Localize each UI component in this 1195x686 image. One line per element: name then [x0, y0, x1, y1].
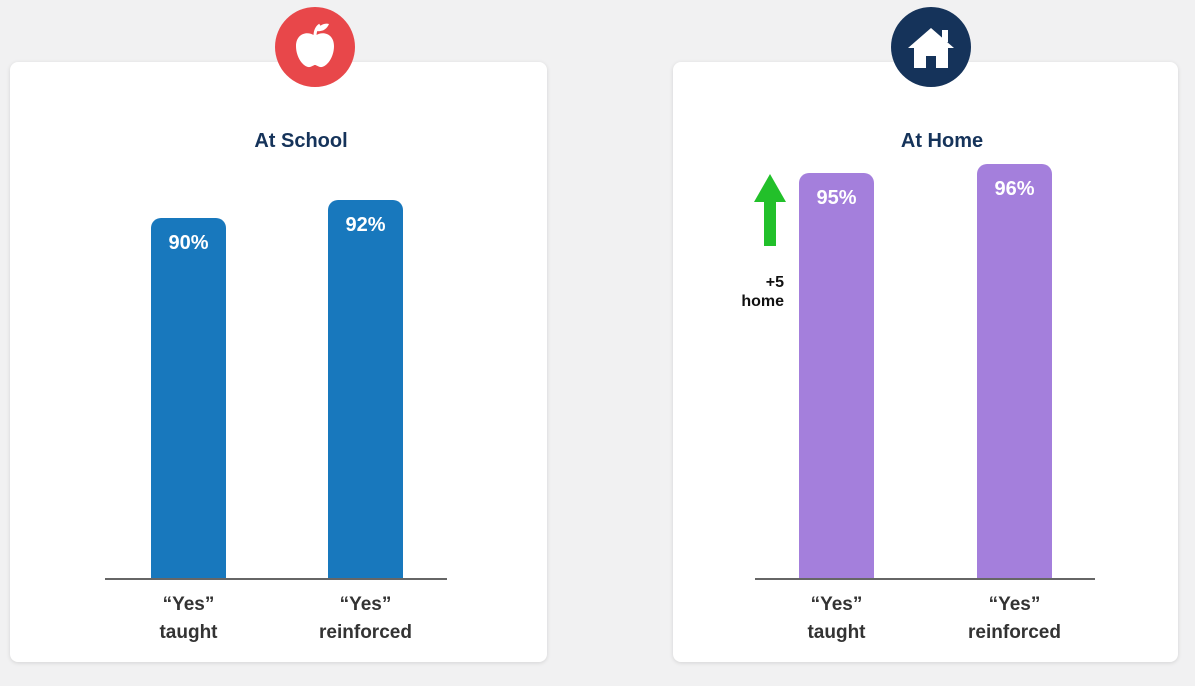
- up-arrow: [754, 174, 786, 246]
- value-label: 92%: [345, 214, 386, 236]
- annotation: +5 home: [741, 274, 784, 310]
- chart-title: At Home: [900, 130, 984, 152]
- x-axis: [105, 578, 447, 580]
- x-tick-label: “Yes” reinforced: [968, 594, 1061, 643]
- x-tick-label: “Yes” reinforced: [319, 594, 412, 643]
- x-axis: [755, 578, 1095, 580]
- apple-icon: [275, 7, 355, 87]
- value-label: 96%: [994, 178, 1035, 200]
- x-tick-label: “Yes” taught: [159, 594, 218, 643]
- value-label: 90%: [168, 232, 209, 254]
- card: [10, 62, 547, 662]
- bar: [328, 200, 403, 578]
- house-icon: [891, 7, 971, 87]
- card: [673, 62, 1178, 662]
- chart-title: At School: [254, 130, 348, 152]
- bar: [977, 164, 1052, 578]
- value-label: 95%: [816, 187, 857, 209]
- bar: [799, 173, 874, 578]
- bar: [151, 218, 226, 578]
- x-tick-label: “Yes” taught: [807, 594, 866, 643]
